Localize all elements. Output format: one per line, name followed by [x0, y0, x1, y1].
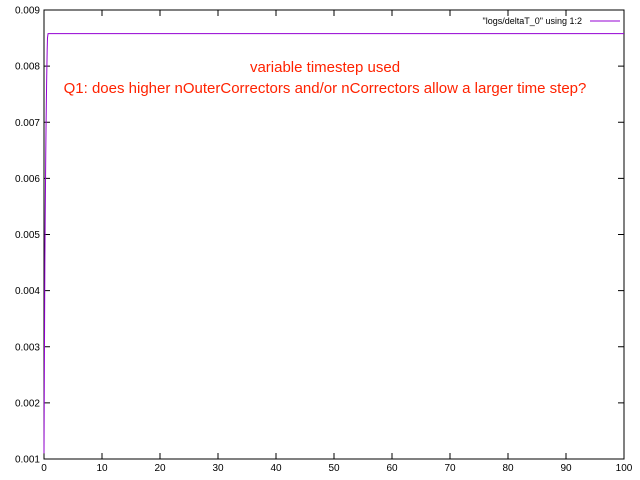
- y-axis: 0.001 0.002 0.003 0.004 0.005 0.006 0.007 0.008…: [15, 6, 624, 466]
- y-tick-label: 0.006: [15, 174, 40, 185]
- series-layer: [43, 33, 624, 454]
- x-tick-label: 10: [96, 463, 108, 474]
- y-tick-label: 0.001: [15, 455, 40, 466]
- x-tick-label: 70: [444, 463, 456, 474]
- plot-frame: [43, 9, 625, 460]
- series-line: [43, 33, 624, 454]
- y-tick-label: 0.002: [15, 398, 40, 409]
- legend-label: "logs/deltaT_0" using 1:2: [483, 16, 582, 26]
- annotation-line-1: variable timestep used: [250, 59, 400, 76]
- y-tick-label: 0.009: [15, 6, 40, 17]
- x-tick-label: 50: [328, 463, 340, 474]
- y-tick-label: 0.005: [15, 230, 40, 241]
- y-tick-label: 0.004: [15, 286, 40, 297]
- x-tick-label: 60: [386, 463, 398, 474]
- x-axis: 0 10 20 30 40 50 60 70 80 90 100: [41, 10, 633, 474]
- y-tick-label: 0.007: [15, 118, 40, 129]
- x-tick-label: 30: [212, 463, 224, 474]
- y-tick-label: 0.003: [15, 342, 40, 353]
- annotation-line-2: Q1: does higher nOuterCorrectors and/or …: [64, 80, 587, 97]
- x-tick-label: 80: [502, 463, 514, 474]
- x-tick-label: 40: [270, 463, 282, 474]
- x-tick-label: 20: [154, 463, 166, 474]
- legend: "logs/deltaT_0" using 1:2: [483, 16, 620, 26]
- y-tick-label: 0.008: [15, 62, 40, 73]
- x-tick-label: 0: [41, 463, 47, 474]
- x-tick-label: 100: [616, 463, 633, 474]
- x-tick-label: 90: [560, 463, 572, 474]
